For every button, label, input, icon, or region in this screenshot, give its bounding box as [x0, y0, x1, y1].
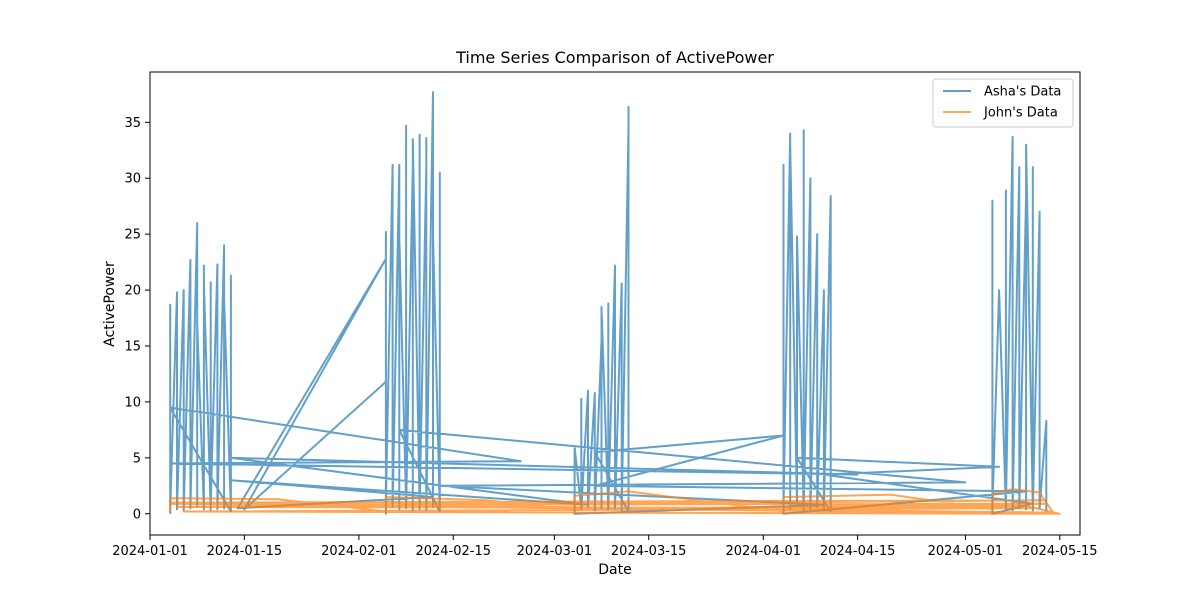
- y-tick-label-3: 15: [124, 339, 141, 354]
- y-axis-title: ActivePower: [102, 261, 118, 347]
- axes-layer: 2024-01-01 2024-01-15 2024-02-01 2024-02-15…: [112, 71, 1098, 559]
- legend: Asha's Data John's Data: [932, 78, 1074, 128]
- y-tick-label-1: 5: [133, 451, 141, 466]
- legend-label-0: Asha's Data: [984, 85, 1061, 100]
- y-tick-label-2: 10: [124, 395, 141, 410]
- legend-label-1: John's Data: [983, 106, 1058, 121]
- series-layer: [169, 91, 1061, 515]
- x-tick-label-8: 2024-05-01: [928, 544, 1004, 559]
- x-tick-label-5: 2024-03-15: [611, 544, 687, 559]
- x-tick-label-1: 2024-01-15: [207, 544, 283, 559]
- x-tick-label-2: 2024-02-01: [321, 544, 397, 559]
- series-line-0: [169, 91, 1048, 515]
- x-tick-label-0: 2024-01-01: [112, 544, 188, 559]
- x-tick-label-9: 2024-05-15: [1022, 544, 1098, 559]
- x-tick-label-6: 2024-04-01: [725, 544, 801, 559]
- chart-title: Time Series Comparison of ActivePower: [455, 48, 774, 67]
- x-axis-title: Date: [598, 562, 631, 578]
- axes-frame: [149, 71, 1081, 536]
- x-tick-label-7: 2024-04-15: [820, 544, 896, 559]
- series-line-1: [169, 488, 1061, 515]
- x-tick-label-4: 2024-03-01: [517, 544, 593, 559]
- y-tick-label-4: 20: [124, 284, 141, 299]
- y-tick-label-6: 30: [124, 172, 141, 187]
- x-tick-label-3: 2024-02-15: [415, 544, 491, 559]
- y-tick-label-0: 0: [133, 507, 141, 522]
- y-tick-label-5: 25: [124, 228, 141, 243]
- y-tick-label-7: 35: [124, 116, 141, 131]
